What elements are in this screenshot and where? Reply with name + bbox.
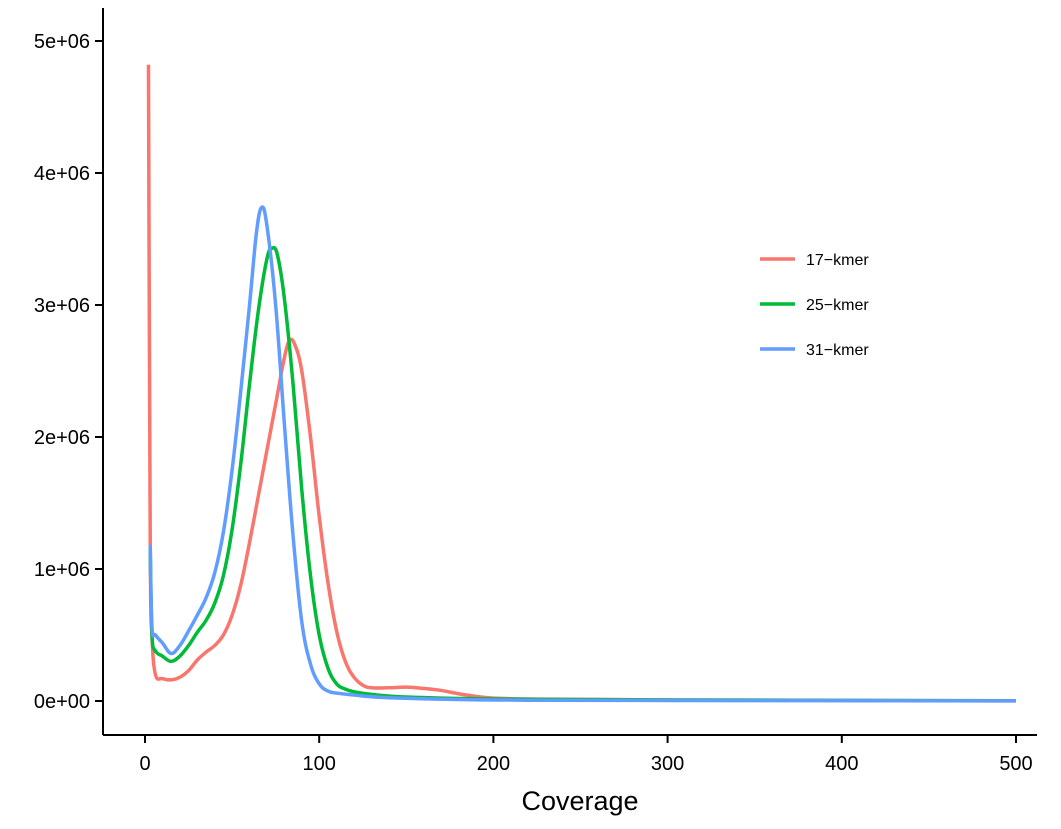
y-tick-label: 0e+00: [34, 691, 90, 713]
x-tick-label: 200: [477, 753, 510, 775]
x-tick-label: 0: [139, 753, 150, 775]
x-tick-label: 500: [999, 753, 1032, 775]
legend-label-25-kmer: 25−kmer: [806, 297, 869, 314]
legend: 17−kmer 25−kmer 31−kmer: [760, 252, 869, 359]
x-axis-ticks: 0 100 200 300 400 500: [139, 735, 1033, 775]
plot-lines: [146, 64, 1017, 703]
y-tick-label: 2e+06: [34, 427, 90, 449]
legend-label-31-kmer: 31−kmer: [806, 342, 869, 359]
y-axis-ticks: 0e+00 1e+06 2e+06 3e+06 4e+06 5e+06: [34, 31, 103, 713]
x-tick-label: 100: [303, 753, 336, 775]
series-line-17-kmer: [146, 64, 1017, 703]
y-tick-label: 3e+06: [34, 295, 90, 317]
y-tick-label: 5e+06: [34, 31, 90, 53]
series-line-31-kmer: [148, 205, 1017, 703]
series-line-25-kmer: [148, 245, 1017, 703]
x-tick-label: 300: [651, 753, 684, 775]
legend-label-17-kmer: 17−kmer: [806, 252, 869, 269]
y-tick-label: 1e+06: [34, 559, 90, 581]
y-tick-label: 4e+06: [34, 163, 90, 185]
x-tick-label: 400: [825, 753, 858, 775]
x-axis-title: Coverage: [521, 786, 638, 816]
